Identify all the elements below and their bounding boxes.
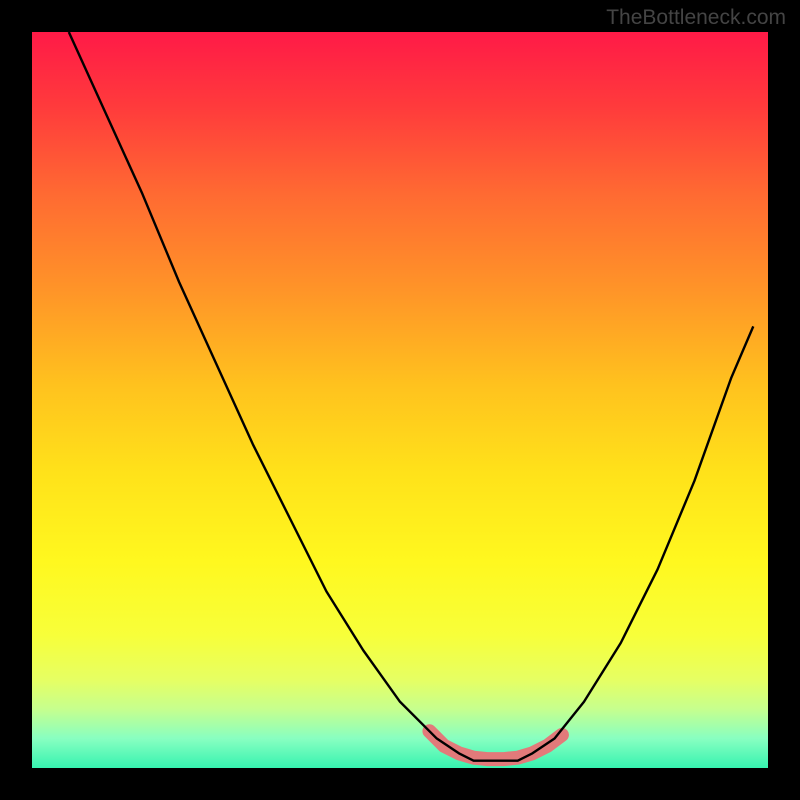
gradient-background	[32, 32, 768, 768]
gradient-plot-svg	[32, 32, 768, 768]
chart-frame: TheBottleneck.com	[0, 0, 800, 800]
plot-area	[32, 32, 768, 768]
attribution-label: TheBottleneck.com	[606, 6, 786, 30]
